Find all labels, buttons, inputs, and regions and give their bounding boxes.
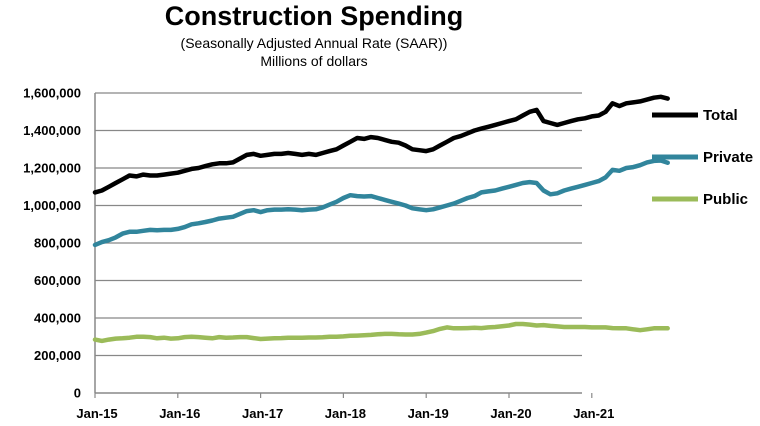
- y-tick-label: 1,200,000: [23, 161, 81, 176]
- series-line-total: [92, 94, 670, 195]
- y-tick-label: 600,000: [34, 273, 81, 288]
- y-tick-label: 800,000: [34, 236, 81, 251]
- series-line-private: [92, 158, 670, 248]
- chart-subtitle: (Seasonally Adjusted Annual Rate (SAAR)): [180, 35, 448, 51]
- axes: [94, 93, 593, 398]
- chart-units-label: Millions of dollars: [260, 53, 368, 69]
- y-tick-label: 0: [74, 386, 81, 401]
- x-tick-label: Jan-16: [159, 406, 200, 421]
- x-tick-label: Jan-17: [242, 406, 283, 421]
- y-tick-label: 200,000: [34, 348, 81, 363]
- x-tick-label: Jan-21: [573, 406, 614, 421]
- y-axis-tick-labels: 0 200,000 400,000 600,000 800,000 1,000,000 1,…: [23, 86, 81, 401]
- y-tick-label: 1,000,000: [23, 198, 81, 213]
- x-tick-label: Jan-19: [408, 406, 449, 421]
- gridlines: [95, 92, 582, 357]
- legend-label-public: Public: [703, 191, 748, 208]
- y-tick-label: 1,600,000: [23, 86, 81, 101]
- series-line-public: [92, 321, 670, 344]
- legend-label-private: Private: [703, 149, 753, 166]
- series-lines: [92, 94, 670, 344]
- legend-label-total: Total: [703, 107, 738, 124]
- x-tick-label: Jan-18: [325, 406, 366, 421]
- x-tick-label: Jan-20: [490, 406, 531, 421]
- legend: Total Private Public: [652, 107, 753, 208]
- chart-title: Construction Spending: [164, 1, 464, 31]
- y-tick-label: 1,400,000: [23, 123, 81, 138]
- x-tick-label: Jan-15: [76, 406, 117, 421]
- x-axis-tick-labels: Jan-15 Jan-16 Jan-17 Jan-18 Jan-19 Jan-20 Jan-…: [76, 406, 614, 421]
- y-tick-label: 400,000: [34, 311, 81, 326]
